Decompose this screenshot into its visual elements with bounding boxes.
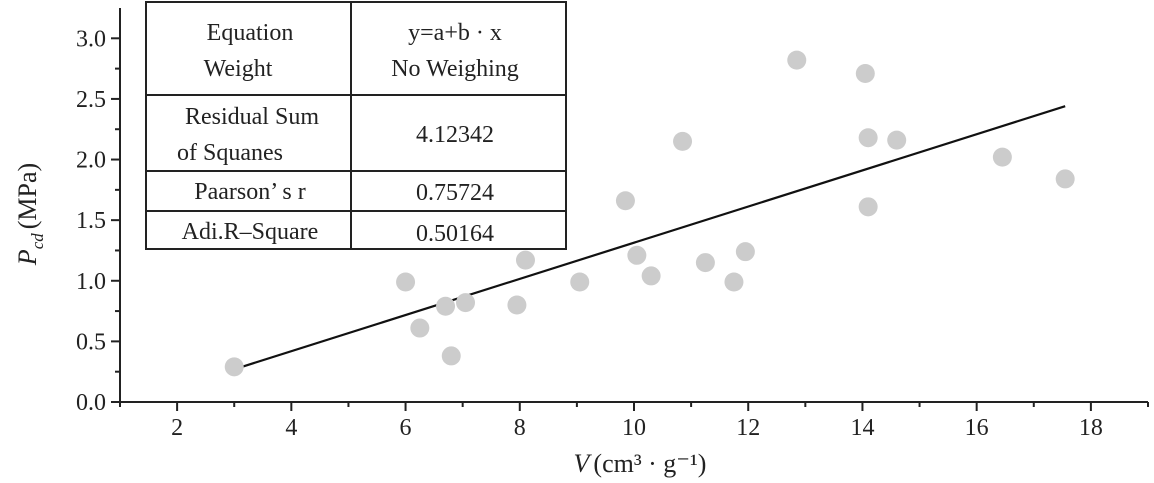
data-point bbox=[441, 346, 461, 366]
table-label-weight: Weight bbox=[204, 56, 273, 82]
x-tick-label: 16 bbox=[965, 415, 989, 441]
y-tick-label: 0.5 bbox=[76, 329, 106, 355]
y-axis-title: Pcd(MPa) bbox=[13, 163, 47, 266]
data-point bbox=[507, 295, 527, 315]
data-point bbox=[396, 272, 416, 292]
x-tick-label: 14 bbox=[850, 415, 874, 441]
table-label-equation: Equation bbox=[207, 20, 294, 46]
x-tick-label: 4 bbox=[285, 415, 297, 441]
data-point bbox=[436, 296, 456, 316]
data-point bbox=[724, 272, 744, 292]
y-tick-label: 3.0 bbox=[76, 26, 106, 52]
tick-labels: 2 4 6 8 10 12 14 16 18 0.0 0.5 1.0 1.5 2.0 2.5 3.0 bbox=[76, 26, 1103, 441]
axes bbox=[111, 8, 1149, 411]
data-point bbox=[410, 318, 430, 338]
data-point bbox=[615, 191, 635, 211]
x-tick-label: 2 bbox=[171, 415, 183, 441]
table-value-residual: 4.12342 bbox=[416, 122, 494, 148]
data-point bbox=[224, 357, 244, 377]
data-point bbox=[887, 130, 907, 150]
y-tick-label: 2.5 bbox=[76, 87, 106, 113]
data-point bbox=[641, 266, 661, 286]
table-label-pearson: Paarson’ s r bbox=[194, 179, 306, 205]
data-point bbox=[787, 50, 807, 70]
x-tick-label: 6 bbox=[400, 415, 412, 441]
y-tick-label: 0.0 bbox=[76, 390, 106, 416]
stats-table: Equation Weight y=a+b · x No Weighing Re… bbox=[145, 1, 567, 250]
data-point bbox=[515, 250, 535, 270]
table-value-weight: No Weighing bbox=[391, 56, 519, 82]
x-axis-title: V (cm³ · g⁻¹) bbox=[574, 449, 707, 478]
y-tick-label: 1.5 bbox=[76, 208, 106, 234]
y-tick-label: 2.0 bbox=[76, 148, 106, 174]
table-value-equation: y=a+b · x bbox=[408, 20, 502, 46]
stats-table-border bbox=[145, 1, 567, 250]
data-point bbox=[456, 293, 476, 313]
x-tick-label: 10 bbox=[622, 415, 646, 441]
data-point bbox=[627, 245, 647, 265]
data-point bbox=[992, 147, 1012, 167]
x-tick-label: 8 bbox=[514, 415, 526, 441]
x-tick-label: 18 bbox=[1079, 415, 1103, 441]
data-point bbox=[673, 131, 693, 151]
x-tick-label: 12 bbox=[736, 415, 760, 441]
data-points bbox=[224, 50, 1075, 377]
y-tick-label: 1.0 bbox=[76, 269, 106, 295]
table-label-residual-1: Residual Sum bbox=[185, 104, 319, 130]
data-point bbox=[695, 253, 715, 273]
data-point bbox=[1055, 169, 1075, 189]
table-label-residual-2: of Squanes bbox=[177, 140, 283, 166]
data-point bbox=[735, 242, 755, 262]
data-point bbox=[858, 128, 878, 148]
data-point bbox=[858, 197, 878, 217]
table-value-adj-r-square: 0.50164 bbox=[416, 221, 494, 247]
table-value-pearson: 0.75724 bbox=[416, 180, 494, 206]
table-label-adj-r-square: Adi.R–Square bbox=[182, 219, 319, 245]
fit-line bbox=[233, 105, 1066, 371]
fit-line-group bbox=[233, 105, 1066, 371]
data-point bbox=[855, 63, 875, 83]
data-point bbox=[570, 272, 590, 292]
